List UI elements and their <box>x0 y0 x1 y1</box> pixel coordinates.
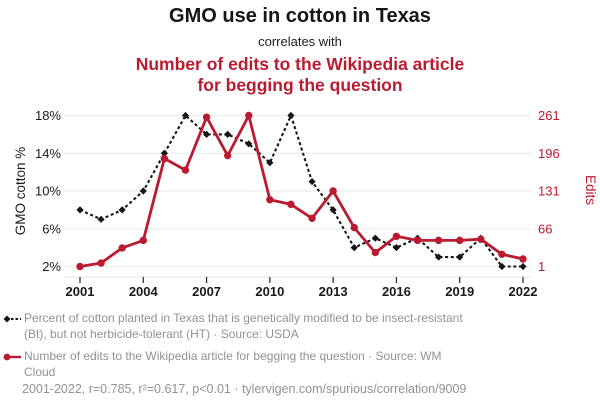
edits-data-point <box>97 259 105 267</box>
gmo-data-point <box>308 177 316 186</box>
edits-data-point <box>413 236 422 245</box>
gmo-data-point <box>392 244 401 252</box>
left-tick-label: 10% <box>35 184 61 199</box>
right-tick-label: 131 <box>538 184 560 199</box>
gmo-data-point <box>266 159 274 167</box>
legend-label-edits: Number of edits to the Wikipedia article… <box>24 349 442 379</box>
x-tick-label: 2004 <box>129 284 159 299</box>
gmo-data-point <box>519 262 527 271</box>
left-axis-title: GMO cotton % <box>13 147 28 236</box>
right-tick-label: 261 <box>538 108 560 123</box>
gmo-data-point <box>139 187 147 195</box>
edits-data-point <box>434 236 443 245</box>
edits-data-point <box>456 236 464 245</box>
edits-line <box>79 114 524 268</box>
edits-data-point <box>76 262 84 271</box>
edits-data-point <box>181 166 190 174</box>
edits-data-point <box>160 154 169 163</box>
left-tick-label: 6% <box>42 221 61 236</box>
edits-data-point <box>350 223 358 232</box>
gmo-data-point <box>224 130 232 138</box>
x-tick-label: 2001 <box>66 284 95 299</box>
gmo-data-point <box>97 215 105 223</box>
left-tick-label: 14% <box>35 146 61 161</box>
edits-data-point <box>223 151 232 160</box>
x-tick-label: 2013 <box>319 284 348 299</box>
secondary-title: Number of edits to the Wikipedia article… <box>135 54 465 95</box>
gmo-data-point <box>245 140 253 148</box>
edits-data-point <box>308 214 316 222</box>
gmo-data-point <box>329 206 337 214</box>
edits-data-point <box>139 236 147 245</box>
left-tick-label: 18% <box>35 108 61 123</box>
right-tick-label: 1 <box>538 259 545 274</box>
edits-data-point <box>392 232 401 240</box>
gmo-data-point <box>456 253 464 261</box>
x-tick-label: 2016 <box>382 284 411 299</box>
edits-data-point <box>266 196 274 204</box>
gmo-data-point <box>498 262 506 271</box>
page-title: GMO use in cotton in Texas <box>169 5 431 27</box>
edits-data-point <box>287 200 295 209</box>
gmo-data-point <box>160 149 168 157</box>
left-tick-label: 2% <box>42 259 61 274</box>
edits-data-point <box>477 235 485 243</box>
legend-entry-edits: Number of edits to the Wikipedia article… <box>3 349 597 380</box>
edits-data-point <box>329 187 337 195</box>
gmo-data-point <box>435 253 443 261</box>
edits-data-point <box>245 111 253 120</box>
gmo-cotton-line <box>79 112 523 268</box>
edits-data-point <box>519 255 527 263</box>
gmo-data-point <box>76 206 84 214</box>
gmo-data-point <box>350 244 358 252</box>
footer-stats: 2001-2022, r=0.785, r²=0.617, p<0.01 · t… <box>22 382 467 396</box>
correlates-with-label: correlates with <box>258 34 342 49</box>
x-tick-label: 2007 <box>192 284 221 299</box>
edits-data-point <box>202 113 211 121</box>
title-block: GMO use in cotton in Texas correlates wi… <box>0 4 600 96</box>
gmo-data-point <box>118 206 126 214</box>
x-tick-label: 2022 <box>509 284 538 299</box>
edits-data-point <box>371 248 380 257</box>
x-tick-label: 2019 <box>445 284 474 299</box>
x-tick-label: 2010 <box>255 284 284 299</box>
right-axis-title: Edits <box>583 175 598 205</box>
black-dashed-diamond-icon <box>3 315 21 323</box>
red-solid-circle-icon <box>3 353 21 361</box>
legend-entry-gmo: Percent of cotton planted in Texas that … <box>3 311 597 342</box>
gmo-data-point <box>202 130 211 138</box>
edits-data-point <box>118 244 126 252</box>
legend: Percent of cotton planted in Texas that … <box>3 311 597 387</box>
gmo-data-point <box>371 234 379 242</box>
gmo-data-point <box>181 111 190 120</box>
gmo-data-point <box>287 111 295 120</box>
right-tick-label: 196 <box>538 146 560 161</box>
legend-label-gmo: Percent of cotton planted in Texas that … <box>24 311 463 341</box>
right-tick-label: 66 <box>538 221 552 236</box>
edits-data-point <box>498 250 506 259</box>
